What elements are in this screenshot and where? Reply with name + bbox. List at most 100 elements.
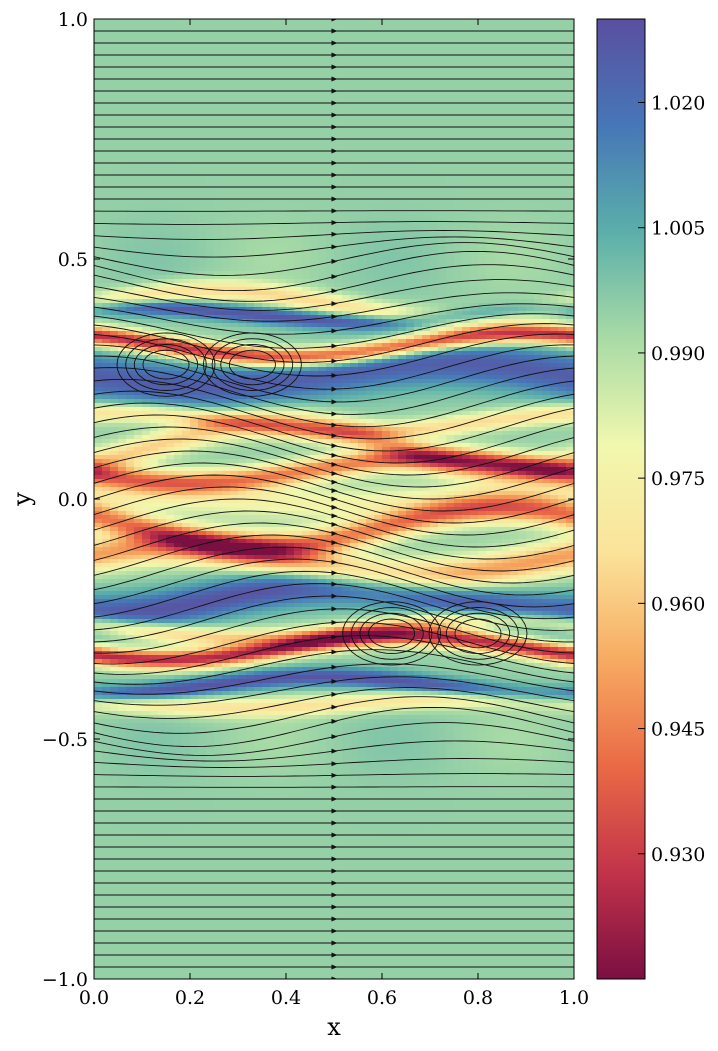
streamline-arrow xyxy=(331,479,338,485)
streamline-arrow xyxy=(331,301,338,307)
streamline-arrow xyxy=(331,28,338,34)
streamline-arrow xyxy=(331,40,338,46)
streamline-arrow xyxy=(331,231,338,237)
x-tick-label: 0.4 xyxy=(271,987,301,1009)
colorbar-tick-label: 0.960 xyxy=(651,593,705,615)
colorbar-tick-label: 0.930 xyxy=(651,844,705,866)
streamline-arrow xyxy=(331,422,338,428)
x-tick-label: 0.2 xyxy=(175,987,205,1009)
vortex-streamline-0-3 xyxy=(125,338,207,391)
streamline-arrow xyxy=(331,549,338,555)
streamline-arrow xyxy=(331,358,338,364)
streamline-arrow xyxy=(331,540,338,546)
plot-area xyxy=(94,19,574,979)
vortex-streamline-2-2 xyxy=(359,612,424,655)
streamline-arrow xyxy=(331,399,338,405)
streamline-arrow xyxy=(331,832,338,838)
streamline-arrow xyxy=(331,718,338,724)
colorbar-tick-label: 0.945 xyxy=(651,719,705,741)
x-tick-label: 0.6 xyxy=(367,987,397,1009)
y-axis-label: y xyxy=(8,492,36,507)
vortex-streamline-0-1 xyxy=(142,349,190,380)
x-axis-label: x xyxy=(327,1013,341,1041)
streamline-arrow xyxy=(331,796,338,802)
streamline-arrow xyxy=(331,691,338,697)
streamline-arrow xyxy=(331,208,338,214)
streamline-arrow xyxy=(331,496,338,502)
streamline-arrow xyxy=(331,761,338,767)
streamline-arrow xyxy=(331,952,338,958)
streamline-arrow xyxy=(331,964,338,970)
vortex-streamline-1-1 xyxy=(228,349,276,380)
x-tick-label: 0.0 xyxy=(79,987,109,1009)
streamline-arrow xyxy=(331,772,338,778)
colorbar-tick-label: 1.005 xyxy=(651,218,705,240)
streamline-arrow xyxy=(331,184,338,190)
streamline-arrow xyxy=(331,433,338,439)
vortex-streamline-3-1 xyxy=(454,618,502,649)
y-tick-label: 0.5 xyxy=(58,249,88,271)
streamline-arrow xyxy=(331,314,338,320)
colorbar-tick-label: 0.975 xyxy=(651,468,705,490)
streamline-arrow xyxy=(331,634,338,640)
streamline-arrow xyxy=(331,649,338,655)
streamline-arrow xyxy=(331,64,338,70)
vortex-streamline-2-4 xyxy=(342,601,442,666)
streamline-arrow xyxy=(331,704,338,710)
vortex-streamline-1-2 xyxy=(220,343,285,386)
streamline-arrow xyxy=(331,112,338,118)
density-heatmap xyxy=(94,19,574,979)
streamlines xyxy=(94,19,574,979)
streamline-arrow xyxy=(331,88,338,94)
colorbar: 1.020 1.005 0.990 0.975 0.960 0.945 0.930 xyxy=(596,18,705,980)
streamline-arrow xyxy=(331,856,338,862)
streamline-arrow xyxy=(331,559,338,565)
streamline-arrow xyxy=(331,620,338,626)
streamline-arrow xyxy=(331,258,338,264)
x-tick-label: 1.0 xyxy=(559,987,589,1009)
streamline-arrow xyxy=(331,443,338,449)
streamline-arrow xyxy=(331,734,338,740)
streamline-arrow xyxy=(331,513,338,519)
streamline-arrow xyxy=(331,606,338,612)
streamline-arrow xyxy=(331,868,338,874)
streamline-arrow xyxy=(331,386,338,392)
streamline-arrow xyxy=(331,488,338,494)
streamline-arrow xyxy=(331,244,338,250)
streamline-arrow xyxy=(331,808,338,814)
streamline-arrow xyxy=(331,470,338,476)
streamline-arrow xyxy=(331,928,338,934)
streamline-arrow xyxy=(331,343,338,349)
streamline-arrow xyxy=(331,76,338,82)
streamline-arrow xyxy=(331,892,338,898)
streamline-arrow xyxy=(331,136,338,142)
y-axis: 1.0 0.5 0.0 −0.5 −1.0 xyxy=(42,9,574,991)
streamline-arrow xyxy=(331,976,338,979)
streamline-arrow xyxy=(331,820,338,826)
y-tick-label: 1.0 xyxy=(58,9,88,31)
colorbar-tick-label: 0.990 xyxy=(651,343,705,365)
streamline-arrow xyxy=(331,784,338,790)
streamline-arrow xyxy=(331,664,338,670)
streamline-arrow xyxy=(331,530,338,536)
y-tick-label: −0.5 xyxy=(42,729,88,751)
streamline-arrow xyxy=(331,504,338,510)
vortex-streamline-3-4 xyxy=(428,601,528,666)
colorbar-gradient xyxy=(596,18,646,980)
streamline-arrow xyxy=(331,148,338,154)
streamline-arrow xyxy=(331,844,338,850)
streamline-arrow xyxy=(331,100,338,106)
colorbar-tick-label: 1.020 xyxy=(651,92,705,114)
streamline-arrow xyxy=(331,411,338,417)
streamline-arrow xyxy=(331,593,338,599)
streamline-arrow xyxy=(331,172,338,178)
streamline-arrow xyxy=(331,570,338,576)
streamline-arrow xyxy=(331,522,338,528)
streamline-arrow xyxy=(331,328,338,334)
vortex-streamline-2-1 xyxy=(368,618,416,649)
streamline-arrow xyxy=(331,462,338,468)
streamline-arrow xyxy=(331,880,338,886)
y-tick-label: −1.0 xyxy=(42,969,88,991)
y-tick-label: 0.0 xyxy=(58,489,88,511)
